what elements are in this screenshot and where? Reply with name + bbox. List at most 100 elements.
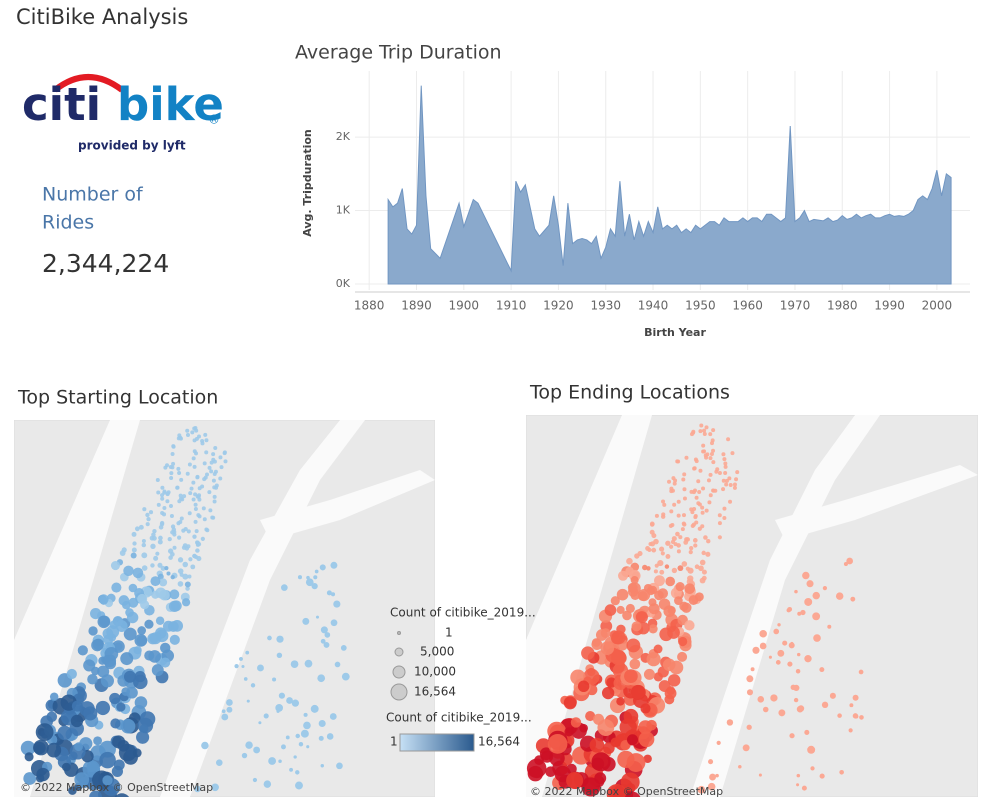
station-dot bbox=[159, 589, 170, 601]
station-dot bbox=[214, 483, 219, 488]
station-dot bbox=[643, 754, 652, 763]
station-dot bbox=[642, 564, 648, 571]
area-chart: 0K 1K 2K 1880 1890 1900 1910 1920 1930 1940 1950 19… bbox=[336, 71, 970, 313]
station-dot bbox=[36, 767, 50, 782]
station-dot bbox=[648, 624, 658, 634]
station-dot bbox=[276, 635, 284, 643]
station-dot bbox=[570, 717, 582, 728]
station-dot bbox=[717, 513, 722, 518]
station-dot bbox=[732, 485, 737, 490]
station-dot bbox=[110, 718, 121, 729]
station-dot bbox=[629, 658, 641, 670]
station-dot bbox=[623, 708, 639, 724]
station-dot bbox=[285, 735, 290, 740]
station-dot bbox=[117, 739, 130, 752]
station-dot bbox=[701, 575, 707, 581]
station-dot bbox=[171, 461, 176, 466]
station-dot bbox=[693, 543, 698, 548]
station-dot bbox=[589, 737, 605, 753]
station-dot bbox=[177, 535, 182, 540]
station-dot bbox=[630, 576, 639, 585]
station-dot bbox=[263, 780, 272, 788]
station-dot bbox=[735, 470, 740, 475]
station-dot bbox=[88, 626, 98, 636]
station-dot bbox=[158, 525, 164, 530]
station-dot bbox=[195, 475, 200, 480]
station-dot bbox=[670, 539, 676, 545]
map-start bbox=[14, 420, 435, 797]
station-dot bbox=[172, 545, 177, 550]
station-dot bbox=[157, 573, 164, 580]
station-dot bbox=[209, 469, 214, 474]
station-dot bbox=[102, 775, 113, 786]
station-dot bbox=[689, 432, 694, 437]
station-dot bbox=[291, 699, 300, 707]
station-dot bbox=[777, 623, 781, 627]
station-dot bbox=[526, 758, 547, 779]
station-dot bbox=[688, 595, 699, 605]
station-dot bbox=[169, 471, 174, 476]
station-dot bbox=[630, 684, 646, 700]
station-dot bbox=[722, 457, 727, 462]
station-dot bbox=[239, 656, 243, 661]
station-dot bbox=[134, 633, 148, 647]
station-dot bbox=[658, 680, 671, 692]
station-dot bbox=[157, 562, 163, 568]
station-dot bbox=[192, 553, 197, 559]
station-dot bbox=[671, 567, 678, 574]
station-dot bbox=[258, 721, 262, 725]
station-dot bbox=[684, 455, 689, 460]
station-dot bbox=[770, 694, 778, 702]
station-dot bbox=[667, 479, 672, 484]
station-dot bbox=[185, 471, 190, 476]
station-dot bbox=[278, 692, 286, 699]
station-dot bbox=[727, 476, 732, 481]
station-dot bbox=[297, 575, 302, 580]
station-dot bbox=[189, 486, 194, 491]
station-dot bbox=[302, 617, 310, 625]
station-dot bbox=[170, 451, 175, 456]
station-dot bbox=[663, 605, 676, 618]
station-dot bbox=[648, 603, 660, 615]
station-dot bbox=[697, 502, 702, 507]
station-dot bbox=[318, 719, 326, 728]
station-dot bbox=[162, 490, 167, 495]
station-dot bbox=[651, 547, 657, 553]
color-ramp bbox=[399, 733, 475, 752]
station-dot bbox=[209, 460, 214, 465]
station-dot bbox=[120, 718, 136, 734]
station-dot bbox=[620, 772, 640, 792]
station-dot bbox=[604, 604, 617, 616]
station-dot bbox=[675, 531, 680, 537]
station-dot bbox=[797, 652, 801, 657]
station-dot bbox=[691, 522, 697, 527]
station-dot bbox=[305, 578, 314, 587]
station-dot bbox=[23, 772, 37, 785]
station-dot bbox=[699, 559, 706, 566]
station-dot bbox=[86, 761, 98, 773]
station-dot bbox=[97, 615, 111, 629]
station-dot bbox=[201, 506, 206, 511]
station-dot bbox=[317, 674, 326, 683]
station-dot bbox=[49, 692, 59, 702]
station-dot bbox=[170, 574, 175, 580]
station-dot bbox=[631, 621, 642, 632]
station-dot bbox=[649, 529, 655, 535]
station-dot bbox=[194, 785, 201, 793]
station-dot bbox=[676, 459, 681, 464]
station-dot bbox=[178, 493, 183, 498]
station-dot bbox=[758, 773, 762, 777]
x-tick-label: 1900 bbox=[449, 299, 480, 313]
station-dot bbox=[186, 544, 191, 549]
station-dot bbox=[156, 502, 161, 507]
station-dot bbox=[196, 541, 202, 547]
station-dot bbox=[151, 590, 160, 599]
x-tick-label: 1890 bbox=[401, 299, 432, 313]
station-dot bbox=[114, 793, 130, 797]
station-dot bbox=[141, 542, 147, 548]
station-dot bbox=[775, 660, 781, 665]
station-dot bbox=[205, 472, 210, 477]
station-dot bbox=[687, 575, 694, 582]
station-dot bbox=[182, 561, 189, 568]
station-dot bbox=[653, 538, 659, 545]
